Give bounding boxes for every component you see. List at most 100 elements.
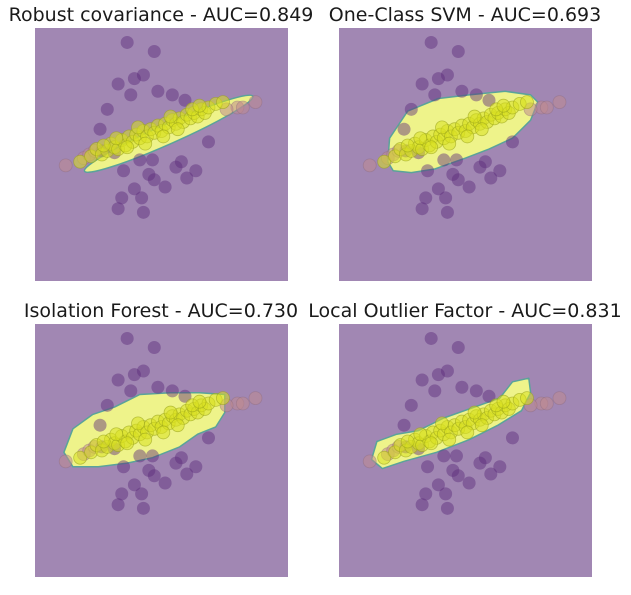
outlier-point [145,153,159,167]
plot-panel [339,28,592,281]
inlier-point [413,427,428,442]
plot-canvas [339,324,592,577]
outlier-point [111,498,125,512]
outlier-region [35,28,288,281]
outlier-point [133,449,147,463]
outlier-point [539,100,554,115]
outlier-point [505,135,519,149]
outlier-point [439,191,453,205]
outlier-point [440,205,454,219]
outlier-point [362,158,377,173]
outlier-point [151,380,165,394]
outlier-point [248,95,263,109]
outlier-point [136,364,150,378]
outlier-point [478,155,492,169]
outlier-point [440,501,454,515]
outlier-point [473,160,487,174]
inlier-point [109,131,124,146]
outlier-point [449,153,463,167]
outlier-point [421,460,435,474]
outlier-point [145,449,159,463]
inlier-point [424,436,439,451]
outlier-point [178,93,192,107]
outlier-point [404,398,418,412]
outlier-point [136,205,150,219]
outlier-point [165,384,179,398]
outlier-point [482,389,496,403]
inlier-point [400,138,415,153]
outlier-point [93,418,107,432]
inlier-point [109,427,124,442]
outlier-point [100,398,114,412]
outlier-point [136,501,150,515]
outlier-point [437,153,451,167]
outlier-point [142,167,156,181]
outlier-point [127,182,141,196]
inlier-point [120,140,135,155]
outlier-point [493,460,507,474]
outlier-point [440,68,454,82]
outlier-point [201,135,215,149]
inlier-point [216,95,230,109]
outlier-point [424,35,438,49]
inlier-point [96,434,111,449]
inlier-point [496,98,511,113]
panel-title: Isolation Forest - AUC=0.730 [23,300,299,322]
outlier-point [133,153,147,167]
inlier-point [170,122,185,137]
panel-title: Local Outlier Factor - AUC=0.831 [308,300,622,322]
outlier-point [174,451,188,465]
inlier-point [413,131,428,146]
outlier-point [127,478,141,492]
outlier-point [169,456,183,470]
inlier-point [460,425,475,440]
plot-canvas [35,28,288,281]
inlier-point [520,391,534,405]
outlier-point [419,191,433,205]
outlier-point [100,102,114,116]
outlier-point [469,88,483,102]
outlier-point [142,463,156,477]
outlier-point [451,469,465,483]
outlier-point [415,202,429,216]
outlier-point [189,460,203,474]
outlier-point [158,180,172,194]
outlier-point [117,164,131,178]
plot-panel [339,324,592,577]
plot-canvas [35,324,288,577]
outlier-point [462,180,476,194]
outlier-point [428,88,442,102]
outlier-point [431,478,445,492]
outlier-point [478,451,492,465]
inlier-point [467,109,482,124]
outlier-point [505,431,519,445]
outlier-point [117,460,131,474]
outlier-point [539,396,554,411]
inlier-point [216,391,230,405]
outlier-point [135,191,149,205]
outlier-point [493,164,507,178]
outlier-point [469,384,483,398]
outlier-point [147,44,161,58]
inlier-point [520,95,534,109]
outlier-point [151,84,165,98]
outlier-point [451,340,465,354]
outlier-point [165,88,179,102]
outlier-point [419,487,433,501]
outlier-point [455,84,469,98]
inlier-point [474,122,489,137]
inlier-point [442,136,457,151]
inlier-point [163,109,178,124]
inlier-point [138,432,153,447]
outlier-point [484,467,498,481]
outlier-point [421,164,435,178]
outlier-point [440,364,454,378]
inlier-point [156,425,171,440]
outlier-point [180,467,194,481]
outlier-point [180,171,194,185]
outlier-point [424,331,438,345]
outlier-point [248,391,263,405]
outlier-point [439,487,453,501]
inlier-point [192,98,207,113]
outlier-point [451,44,465,58]
